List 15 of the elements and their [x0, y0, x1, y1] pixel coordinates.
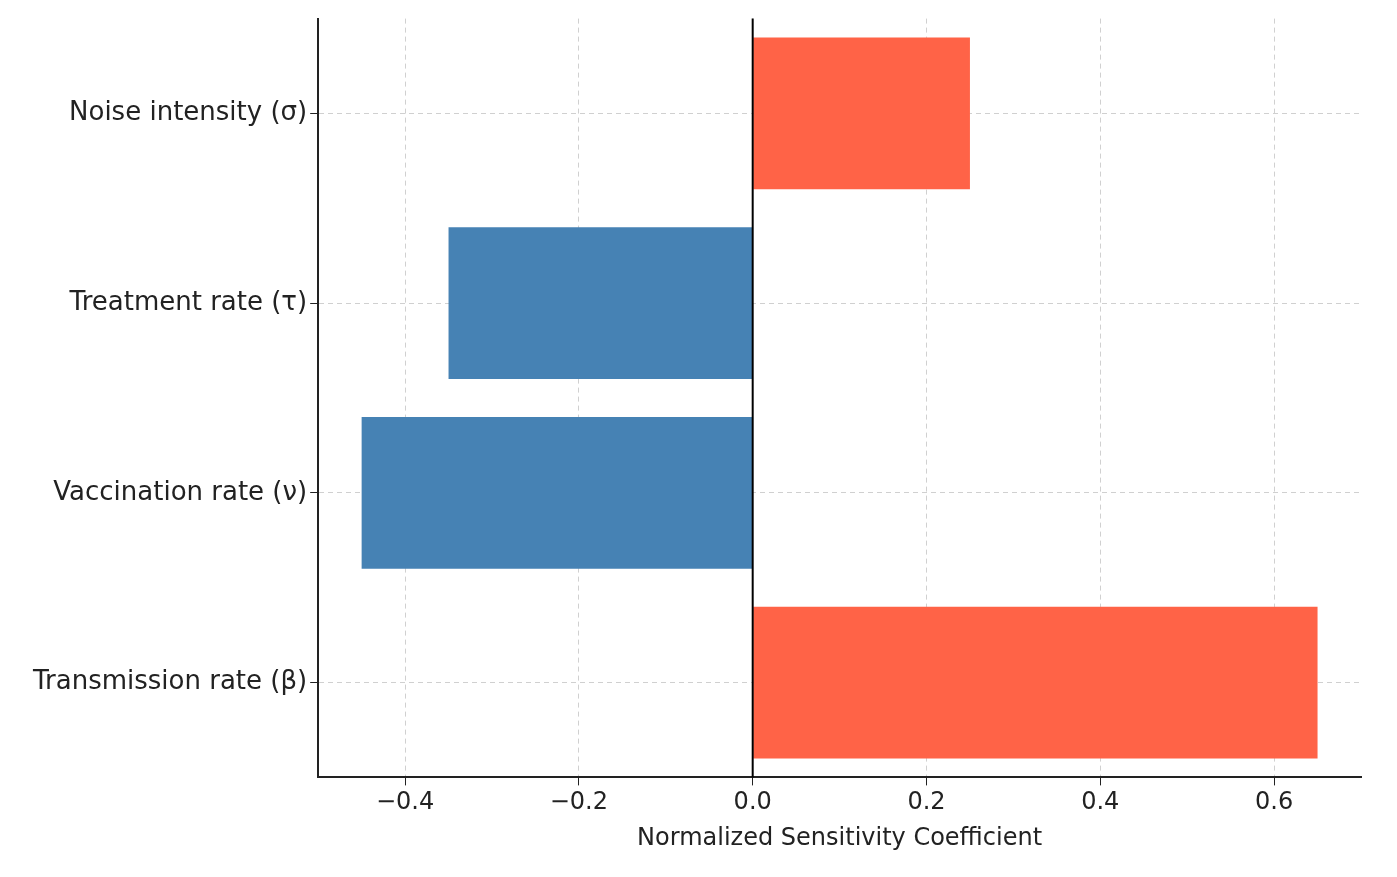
bar [361, 416, 753, 569]
y-tick-label: Treatment rate (τ) [68, 285, 308, 316]
x-tick-label: 0.4 [1081, 787, 1120, 816]
y-tick-label: Transmission rate (β) [31, 665, 308, 696]
x-tick-label: 0.0 [733, 787, 772, 816]
y-tick-label: Noise intensity (σ) [69, 96, 308, 127]
bar [753, 37, 970, 190]
x-axis-title: Normalized Sensitivity Coefficient [637, 822, 1043, 851]
x-tick-label: 0.2 [907, 787, 946, 816]
x-tick-label: −0.4 [375, 787, 435, 816]
y-tick-label: Vaccination rate (ν) [53, 475, 308, 506]
bar [448, 227, 753, 380]
x-tick-label: 0.6 [1255, 787, 1294, 816]
x-tick-label: −0.2 [549, 787, 609, 816]
bar [753, 606, 1318, 759]
